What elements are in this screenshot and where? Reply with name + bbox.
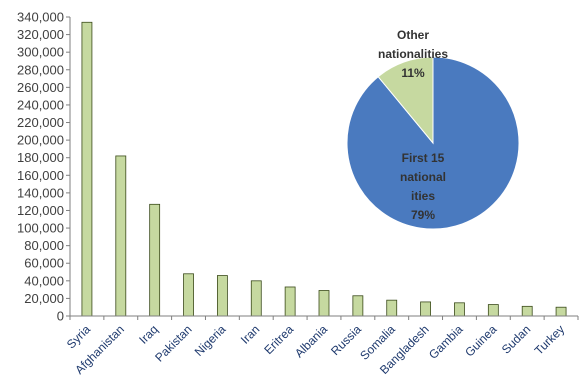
y-tick-label: 240,000 <box>17 97 64 112</box>
x-tick-label: Syria <box>64 322 93 351</box>
bar-eritrea <box>284 286 296 317</box>
x-tick-label: Nigeria <box>192 322 229 359</box>
y-tick-label: 320,000 <box>17 27 64 42</box>
y-tick-label: 40,000 <box>24 273 64 288</box>
x-tick-label: Albania <box>292 322 330 360</box>
pie-slice-other <box>377 56 434 145</box>
bar-gambia <box>454 302 465 317</box>
bar-iraq <box>149 203 161 317</box>
pie-slice-first-15 <box>346 56 520 230</box>
x-tick-label: Turkey <box>532 322 568 358</box>
bar-russia <box>352 295 364 317</box>
pie-label-other: Other nationalities 11% <box>378 28 448 80</box>
bar-syria <box>81 21 93 317</box>
x-tick-label: Gambia <box>426 322 466 362</box>
x-tick-label: Eritrea <box>261 322 296 357</box>
y-tick-label: 300,000 <box>17 45 64 60</box>
x-tick-label: Iraq <box>136 322 161 347</box>
y-tick-label: 100,000 <box>17 221 64 236</box>
y-tick-label: 260,000 <box>17 80 64 95</box>
bar-somalia <box>386 299 398 317</box>
y-tick-label: 120,000 <box>17 203 64 218</box>
y-tick-label: 0 <box>57 309 64 324</box>
bar-bangladesh <box>420 301 432 317</box>
y-tick-label: 220,000 <box>17 115 64 130</box>
x-tick-label: Iran <box>238 322 263 347</box>
bar-albania <box>318 290 330 317</box>
y-tick-label: 20,000 <box>24 291 64 306</box>
y-tick-label: 180,000 <box>17 150 64 165</box>
x-tick-label: Sudan <box>499 322 533 356</box>
bar-turkey <box>555 306 567 317</box>
y-tick-label: 140,000 <box>17 185 64 200</box>
x-tick-label: Pakistan <box>152 322 194 364</box>
pie-label-first-15: First 15 national ities 79% <box>400 151 446 222</box>
y-axis: 0 20,000 40,000 60,000 80,000 100,000 120,000 1… <box>17 10 71 324</box>
bar-nigeria <box>216 275 228 317</box>
y-tick-label: 80,000 <box>24 238 64 253</box>
bar-guinea <box>487 304 499 317</box>
bar-sudan <box>521 305 533 317</box>
bar-afghanistan <box>115 155 127 317</box>
bar-iran <box>250 280 262 317</box>
y-tick-label: 280,000 <box>17 62 64 77</box>
x-tick-label: Guinea <box>462 322 499 359</box>
y-tick-label: 340,000 <box>17 10 64 25</box>
y-tick-label: 60,000 <box>24 256 64 271</box>
pie-chart: Other nationalities 11% First 15 national iti… <box>346 28 520 230</box>
y-tick-label: 200,000 <box>17 133 64 148</box>
bar-pakistan <box>183 273 194 317</box>
y-tick-label: 160,000 <box>17 168 64 183</box>
